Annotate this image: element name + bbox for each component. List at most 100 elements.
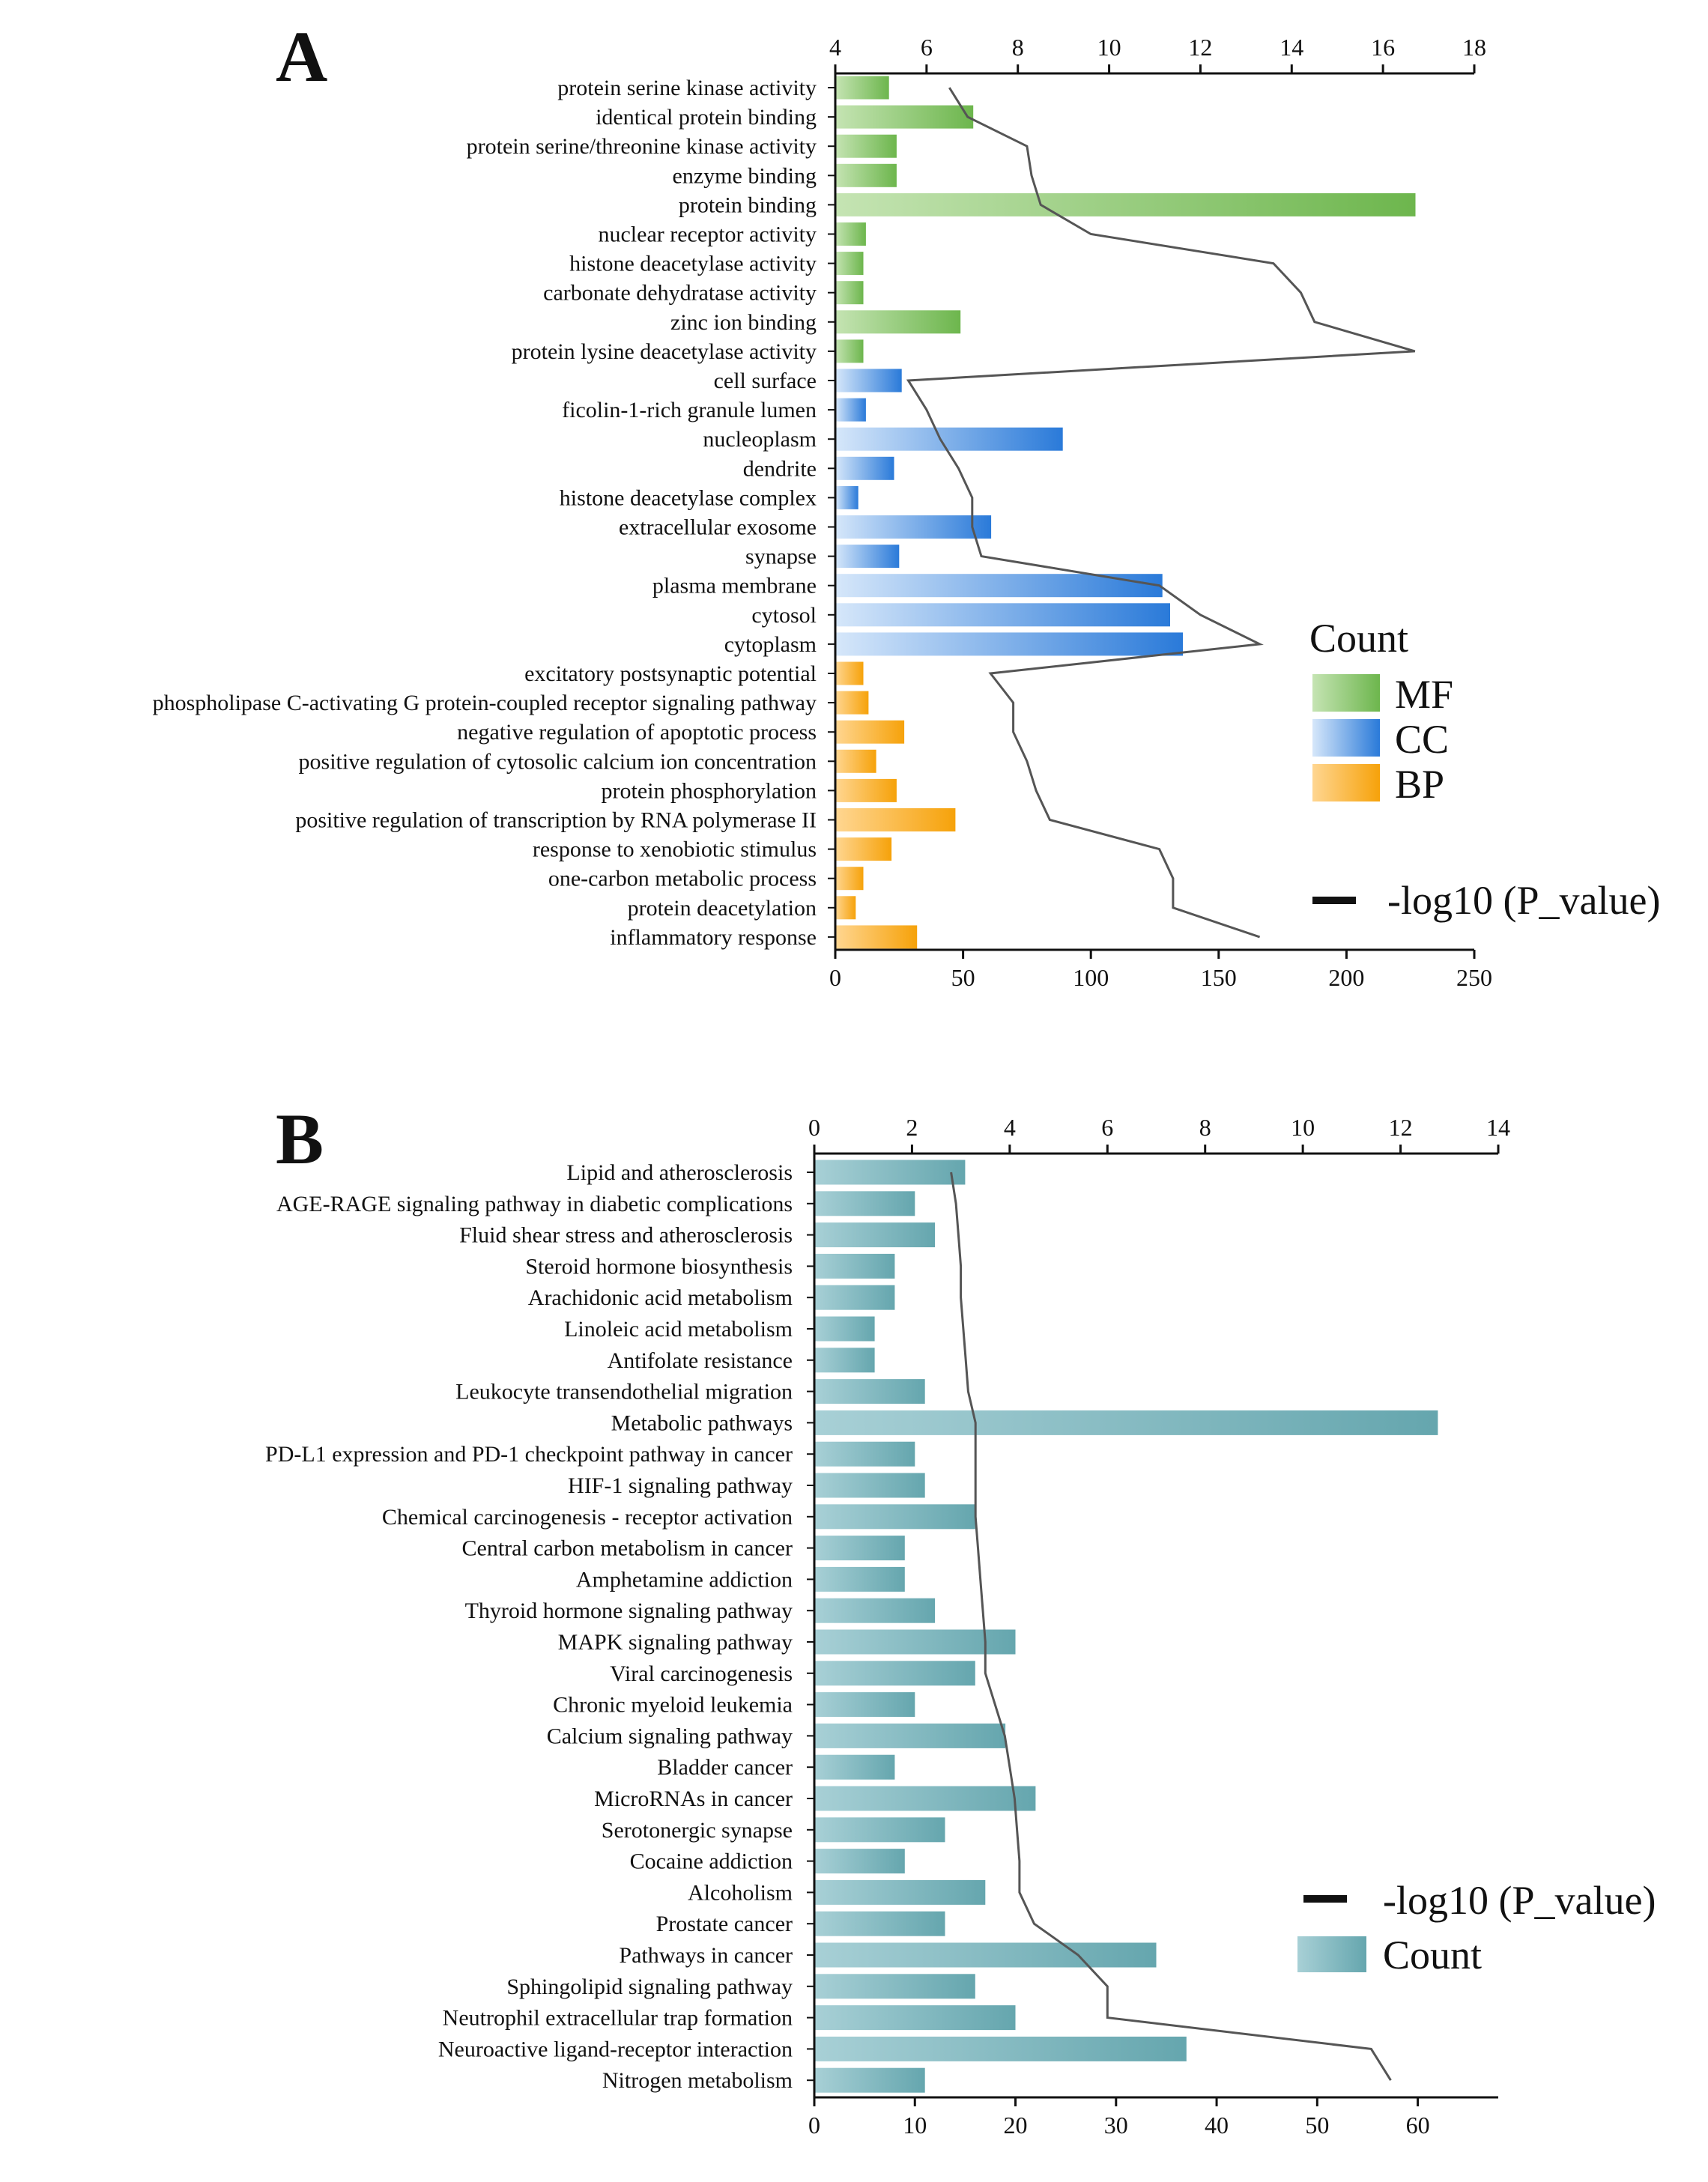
category-label: nucleoplasm <box>703 427 817 452</box>
category-label: positive regulation of cytosolic calcium… <box>299 749 817 774</box>
x-tick-label: 30 <box>1104 2112 1128 2139</box>
bar-bp <box>835 808 956 831</box>
category-label: Chronic myeloid leukemia <box>553 1693 793 1718</box>
chart-a-pvalue-line <box>906 87 1416 939</box>
category-label: histone deacetylase complex <box>560 485 817 510</box>
category-label: protein binding <box>679 193 817 217</box>
category-label: Arachidonic acid metabolism <box>528 1285 793 1310</box>
x2-tick-label: 8 <box>1199 1114 1211 1141</box>
bar-kegg <box>814 1222 936 1248</box>
x-tick-label: 20 <box>1004 2112 1028 2139</box>
category-label: enzyme binding <box>673 163 817 188</box>
category-label: synapse <box>745 545 817 569</box>
bar-kegg <box>814 1160 966 1185</box>
category-label: response to xenobiotic stimulus <box>533 837 817 862</box>
bar-cc <box>835 632 1183 656</box>
category-label: cytoplasm <box>724 632 817 657</box>
category-label: Central carbon metabolism in cancer <box>462 1536 793 1561</box>
bar-mf <box>835 310 961 334</box>
bar-mf <box>835 134 897 158</box>
bar-kegg <box>814 2005 1016 2031</box>
category-label: Nitrogen metabolism <box>602 2068 793 2093</box>
x-tick-label: 100 <box>1073 964 1109 991</box>
legend-a-swatch-cc <box>1312 719 1380 757</box>
legend-a-label-mf: MF <box>1395 672 1453 717</box>
category-label: protein serine/threonine kinase activity <box>467 134 817 159</box>
chart-a-bars <box>835 76 1416 949</box>
bar-kegg <box>814 1473 925 1498</box>
x2-tick-label: 14 <box>1280 34 1303 61</box>
bar-bp <box>835 720 905 744</box>
category-label: nuclear receptor activity <box>598 222 817 247</box>
bar-kegg <box>814 1536 905 1561</box>
chart-b-bottom-axis: 0 10 20 30 40 50 60 <box>808 2096 1498 2139</box>
bar-cc <box>835 398 866 422</box>
bar-kegg <box>814 1285 895 1310</box>
category-label: carbonate dehydratase activity <box>543 281 817 306</box>
chart-b-category-labels: Lipid and atherosclerosis AGE-RAGE signal… <box>265 1154 816 2097</box>
category-label: Lipid and atherosclerosis <box>566 1160 793 1185</box>
bar-mf <box>835 76 889 100</box>
category-label: identical protein binding <box>596 105 817 130</box>
bar-bp <box>835 749 876 773</box>
bar-bp <box>835 837 892 861</box>
bar-kegg <box>814 1911 945 1936</box>
x2-tick-label: 8 <box>1012 34 1024 61</box>
bar-kegg <box>814 1379 925 1404</box>
category-label: dendrite <box>743 456 817 481</box>
category-label: MicroRNAs in cancer <box>594 1786 793 1811</box>
category-label: Linoleic acid metabolism <box>564 1317 793 1342</box>
x-tick-label: 150 <box>1201 964 1237 991</box>
bar-cc <box>835 456 894 480</box>
category-label: Bladder cancer <box>657 1755 793 1780</box>
x2-tick-label: 10 <box>1097 34 1121 61</box>
legend-a-label-cc: CC <box>1395 717 1449 762</box>
x2-tick-label: 4 <box>1004 1114 1016 1141</box>
bar-mf <box>835 193 1416 216</box>
category-label: PD-L1 expression and PD-1 checkpoint pat… <box>265 1442 793 1467</box>
x2-tick-label: 2 <box>906 1114 918 1141</box>
category-label: extracellular exosome <box>619 515 817 540</box>
category-label: negative regulation of apoptotic process <box>457 720 817 745</box>
category-label: plasma membrane <box>652 574 817 598</box>
bar-kegg <box>814 1942 1157 1968</box>
bar-mf <box>835 339 864 363</box>
bar-kegg <box>814 1692 915 1718</box>
legend-a-line-label: -log10 (P_value) <box>1387 878 1660 923</box>
bar-cc <box>835 485 858 509</box>
bar-kegg <box>814 1629 1016 1655</box>
category-label: Sphingolipid signaling pathway <box>506 1975 793 1999</box>
category-label: protein lysine deacetylase activity <box>512 339 817 364</box>
category-label: Alcoholism <box>688 1880 793 1905</box>
x-tick-label: 60 <box>1406 2112 1430 2139</box>
category-label: Prostate cancer <box>656 1912 793 1936</box>
category-label: cell surface <box>714 369 817 393</box>
x-tick-label: 40 <box>1205 2112 1229 2139</box>
bar-bp <box>835 925 918 949</box>
legend-b-line-swatch <box>1303 1895 1347 1903</box>
bar-kegg <box>814 2036 1187 2061</box>
category-label: Neutrophil extracellular trap formation <box>443 2006 793 2031</box>
x2-tick-label: 14 <box>1486 1114 1510 1141</box>
bar-kegg <box>814 1191 915 1216</box>
category-label: Antifolate resistance <box>608 1348 793 1373</box>
category-label: inflammatory response <box>610 925 817 950</box>
x-tick-label: 50 <box>951 964 975 991</box>
category-label: MAPK signaling pathway <box>558 1630 793 1655</box>
bar-cc <box>835 545 900 569</box>
category-label: Metabolic pathways <box>611 1410 793 1435</box>
category-label: positive regulation of transcription by … <box>295 808 817 833</box>
bar-mf <box>835 252 864 276</box>
x2-tick-label: 6 <box>921 34 933 61</box>
category-label: Calcium signaling pathway <box>547 1724 793 1748</box>
category-label: HIF-1 signaling pathway <box>568 1473 793 1498</box>
chart-b-top-axis: 0 2 4 6 8 10 12 14 <box>808 1114 1510 1155</box>
category-label: ficolin-1-rich granule lumen <box>562 398 817 422</box>
bar-kegg <box>814 2067 925 2093</box>
category-label: Leukocyte transendothelial migration <box>455 1380 793 1404</box>
bar-kegg <box>814 1410 1438 1435</box>
legend-a-title: Count <box>1309 616 1408 661</box>
chart-a-legend: Count MF CC BP -log10 (P_value) <box>1309 616 1660 923</box>
bar-kegg <box>814 1879 986 1905</box>
legend-a-label-bp: BP <box>1395 762 1444 807</box>
